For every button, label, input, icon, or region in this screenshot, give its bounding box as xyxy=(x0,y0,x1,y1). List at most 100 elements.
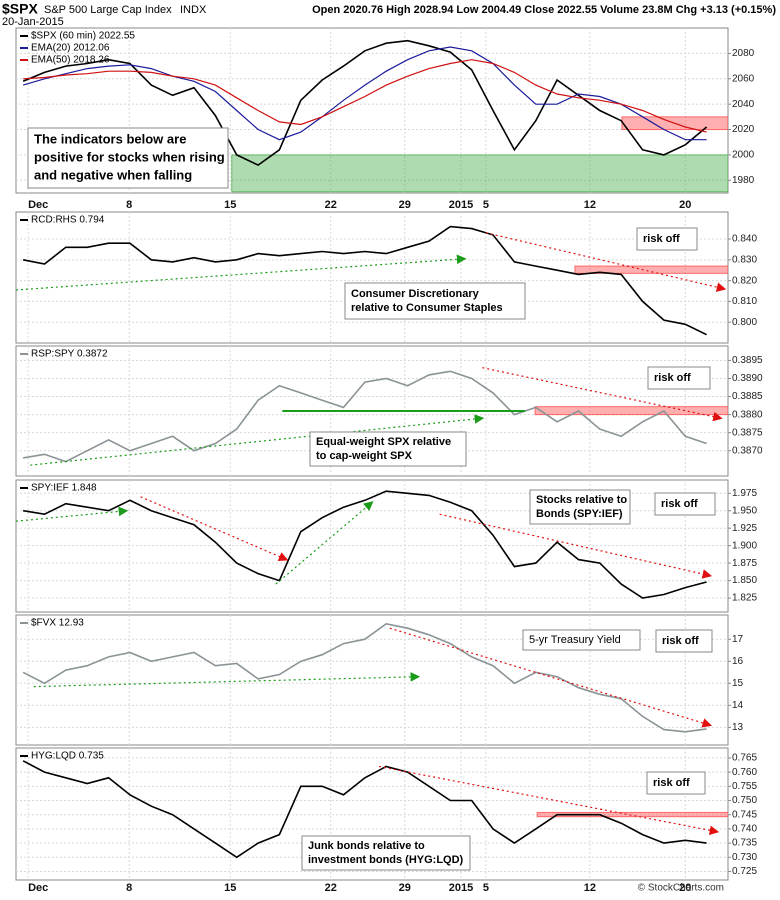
y-tick-label: 16 xyxy=(732,656,744,667)
note-text: risk off xyxy=(653,777,690,789)
copyright: © StockCharts.com xyxy=(638,883,724,894)
plot-area xyxy=(16,346,728,476)
note-text: positive for stocks when rising xyxy=(34,149,225,164)
y-tick-label: 2060 xyxy=(732,73,755,84)
series-line xyxy=(23,59,707,133)
x-tick-label: 12 xyxy=(584,882,596,894)
x-tick-label: 2015 xyxy=(449,199,473,211)
x-tick-label: 20 xyxy=(679,199,691,211)
trend-line xyxy=(15,506,129,522)
series-line xyxy=(22,370,707,463)
note-box xyxy=(655,629,713,653)
y-tick-label: 14 xyxy=(732,700,744,711)
x-tick-label: 5 xyxy=(483,882,489,894)
note-text: Bonds (SPY:IEF) xyxy=(536,508,623,520)
legend-label: RCD:RHS 0.794 xyxy=(31,215,105,226)
x-tick-label: 15 xyxy=(224,882,236,894)
note-box xyxy=(636,227,698,251)
note-text: and negative when falling xyxy=(34,167,192,182)
note-text: risk off xyxy=(643,233,680,245)
note-box xyxy=(27,127,229,189)
note-text: Equal-weight SPX relative xyxy=(316,436,451,448)
y-tick-label: 17 xyxy=(732,634,744,645)
note-box xyxy=(301,835,471,871)
series-line xyxy=(22,760,707,859)
trend-line xyxy=(389,627,713,728)
x-tick-label: 5 xyxy=(483,199,489,211)
y-tick-label: 1.975 xyxy=(732,488,757,499)
note-box xyxy=(522,629,641,651)
note-box xyxy=(647,366,711,390)
x-tick-label: 20 xyxy=(679,882,691,894)
quote: Open 2020.76 High 2028.94 Low 2004.49 Cl… xyxy=(312,4,776,16)
y-tick-label: 2080 xyxy=(732,48,755,59)
note-text: Stocks relative to xyxy=(536,494,627,506)
trend-line xyxy=(482,367,723,422)
zone xyxy=(231,154,728,193)
exchange: INDX xyxy=(180,4,207,16)
y-tick-label: 0.740 xyxy=(732,824,757,835)
index-name: S&P 500 Large Cap Index xyxy=(44,4,172,16)
y-tick-label: 1.825 xyxy=(732,593,757,604)
y-tick-label: 0.3885 xyxy=(732,391,763,402)
trend-line xyxy=(140,496,289,561)
y-tick-label: 0.3875 xyxy=(732,427,763,438)
y-tick-label: 2040 xyxy=(732,99,755,110)
note-text: relative to Consumer Staples xyxy=(351,302,503,314)
trend-line xyxy=(33,672,421,688)
note-text: risk off xyxy=(662,635,699,647)
y-tick-label: 13 xyxy=(732,722,744,733)
plot-area xyxy=(16,212,728,343)
x-tick-label: 12 xyxy=(584,199,596,211)
legend-label: EMA(50) 2018.26 xyxy=(31,55,110,66)
legend-label: $FVX 12.93 xyxy=(31,618,84,629)
note-box xyxy=(309,431,467,467)
note-text: Junk bonds relative to xyxy=(308,840,425,852)
x-tick-label: 8 xyxy=(126,882,132,894)
y-tick-label: 0.725 xyxy=(732,866,757,877)
x-tick-label: 8 xyxy=(126,199,132,211)
x-tick-label: 2015 xyxy=(449,882,473,894)
y-tick-label: 1980 xyxy=(732,175,755,186)
legend-label: $SPX (60 min) 2022.55 xyxy=(31,31,135,42)
note-box xyxy=(654,492,716,516)
note-text: risk off xyxy=(654,372,691,384)
y-tick-label: 15 xyxy=(732,678,744,689)
legend-label: SPY:IEF 1.848 xyxy=(31,483,97,494)
y-tick-label: 0.830 xyxy=(732,254,757,265)
y-tick-label: 0.3880 xyxy=(732,409,763,420)
x-tick-label: 29 xyxy=(399,882,411,894)
x-tick-label: 22 xyxy=(325,882,337,894)
note-box xyxy=(344,282,526,320)
y-tick-label: 0.840 xyxy=(732,234,757,245)
y-tick-label: 0.750 xyxy=(732,795,757,806)
legend-label: RSP:SPY 0.3872 xyxy=(31,349,108,360)
symbol: $SPX xyxy=(2,1,38,17)
series-line xyxy=(22,39,708,167)
y-tick-label: 0.735 xyxy=(732,838,757,849)
note-text: investment bonds (HYG:LQD) xyxy=(308,854,464,866)
y-tick-label: 0.730 xyxy=(732,852,757,863)
legend-label: HYG:LQD 0.735 xyxy=(31,751,104,762)
y-tick-label: 0.820 xyxy=(732,275,757,286)
y-tick-label: 0.765 xyxy=(732,753,757,764)
date: 20-Jan-2015 xyxy=(2,16,64,28)
trend-line xyxy=(275,501,374,585)
note-box xyxy=(646,771,706,795)
y-tick-label: 0.3895 xyxy=(732,355,763,366)
note-box xyxy=(529,489,631,525)
series-line xyxy=(22,46,707,141)
note-text: Consumer Discretionary xyxy=(351,288,480,300)
y-tick-label: 1.850 xyxy=(732,575,757,586)
x-tick-label: 22 xyxy=(325,199,337,211)
panel xyxy=(15,211,729,344)
trend-line xyxy=(30,414,485,466)
y-tick-label: 0.3870 xyxy=(732,445,763,456)
y-tick-label: 2000 xyxy=(732,150,755,161)
plot-area xyxy=(16,748,728,880)
zone xyxy=(534,406,728,416)
y-tick-label: 1.900 xyxy=(732,540,757,551)
zone xyxy=(536,811,728,818)
x-tick-label: Dec xyxy=(28,882,48,894)
